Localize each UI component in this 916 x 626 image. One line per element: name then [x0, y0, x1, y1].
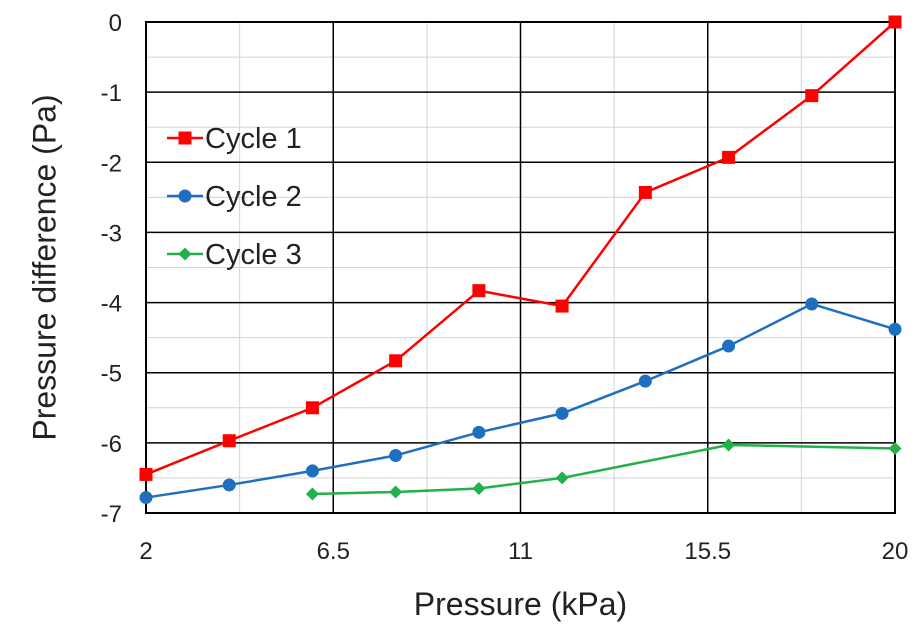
data-point-cycle-1: [305, 401, 319, 415]
data-point-cycle-3: [888, 441, 902, 455]
x-tick-label: 20: [882, 538, 909, 565]
plot-area-frame: [145, 21, 896, 514]
data-point-cycle-3: [472, 481, 486, 495]
legend-item-cycle-1: Cycle 1: [167, 123, 302, 155]
y-axis-tick-labels: 0 -1 -2 -3 -4 -5 -6 -7: [101, 10, 122, 528]
x-tick-label: 2: [139, 538, 152, 565]
legend-marker-cycle-2: [178, 189, 192, 203]
legend-marker-cycle-1: [178, 131, 192, 145]
data-point-cycle-1: [139, 467, 153, 481]
series-line-cycle-3: [312, 443, 896, 496]
x-tick-label: 6.5: [317, 538, 350, 565]
y-tick-label: -5: [101, 361, 122, 388]
data-point-cycle-3: [555, 471, 569, 485]
data-point-cycle-2: [555, 406, 569, 420]
data-point-cycle-2: [389, 448, 403, 462]
y-tick-label: -3: [101, 220, 122, 247]
data-point-cycle-1: [722, 150, 736, 164]
y-tick-label: 0: [109, 10, 122, 37]
legend-item-cycle-2: Cycle 2: [167, 181, 302, 213]
x-tick-label: 15.5: [684, 538, 731, 565]
series-line-cycle-1: [145, 21, 896, 476]
data-point-cycle-1: [555, 299, 569, 313]
legend-label-cycle-3: Cycle 3: [205, 239, 302, 271]
x-axis-tick-labels: 2 6.5 11 15.5 20: [139, 538, 908, 565]
series-cycle-3: [305, 438, 902, 501]
data-point-cycle-2: [805, 297, 819, 311]
y-tick-label: -2: [101, 150, 122, 177]
series-cycle-1: [139, 15, 902, 481]
data-point-cycle-1: [638, 185, 652, 199]
data-point-cycle-2: [305, 464, 319, 478]
data-point-cycle-1: [222, 434, 236, 448]
legend-label-cycle-2: Cycle 2: [205, 181, 302, 213]
data-point-cycle-1: [888, 15, 902, 29]
y-tick-label: -1: [101, 80, 122, 107]
y-axis-title: Pressure difference (Pa): [26, 94, 62, 440]
legend-marker-cycle-3: [178, 247, 192, 261]
series-line-cycle-2: [145, 302, 896, 499]
series-layer: [139, 15, 902, 505]
data-point-cycle-2: [139, 491, 153, 505]
legend-item-cycle-3: Cycle 3: [167, 239, 302, 271]
data-point-cycle-3: [722, 438, 736, 452]
data-point-cycle-3: [389, 485, 403, 499]
data-point-cycle-2: [472, 425, 486, 439]
data-point-cycle-2: [638, 374, 652, 388]
data-point-cycle-2: [722, 339, 736, 353]
y-tick-label: -6: [101, 431, 122, 458]
data-point-cycle-1: [805, 89, 819, 103]
y-tick-label: -4: [101, 291, 122, 318]
data-point-cycle-2: [222, 478, 236, 492]
data-point-cycle-1: [389, 354, 403, 368]
legend: Cycle 1 Cycle 2 Cycle 3: [167, 123, 302, 271]
legend-label-cycle-1: Cycle 1: [205, 123, 302, 155]
series-cycle-2: [139, 297, 902, 505]
data-point-cycle-1: [472, 284, 486, 298]
data-point-cycle-2: [888, 322, 902, 336]
x-tick-label: 11: [508, 538, 533, 565]
y-tick-label: -7: [101, 501, 122, 528]
data-point-cycle-3: [305, 487, 319, 501]
x-axis-title: Pressure (kPa): [414, 586, 627, 622]
